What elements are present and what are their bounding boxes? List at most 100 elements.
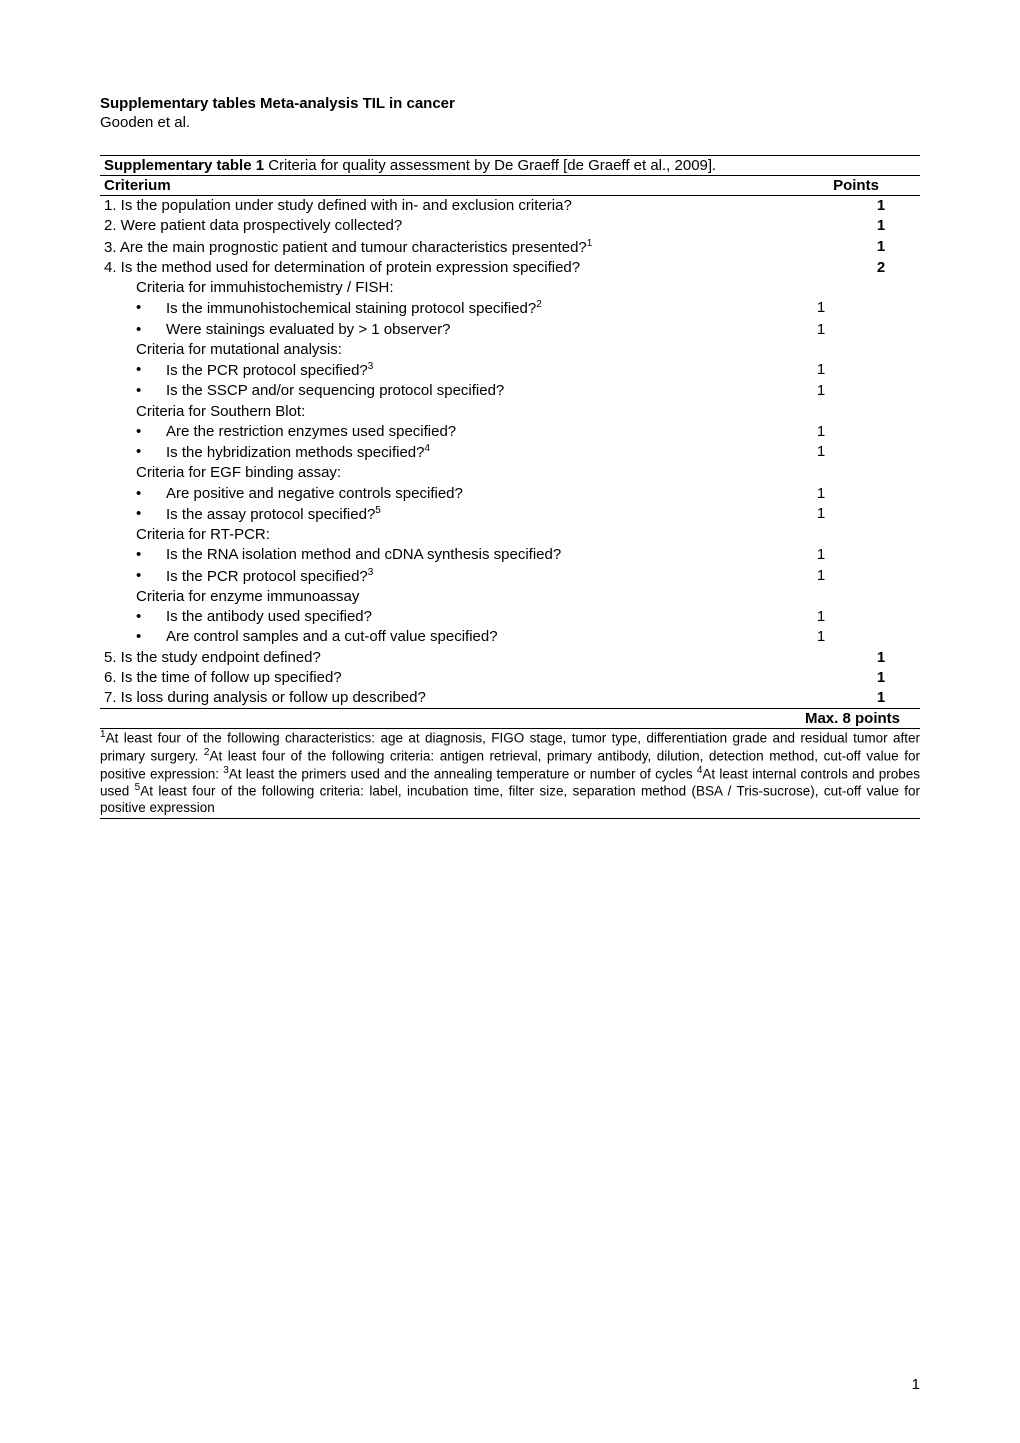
table-row: Criteria for EGF binding assay: [100,463,920,483]
row-text: •Is the SSCP and/or sequencing protocol … [104,381,796,401]
row-text: •Is the RNA isolation method and cDNA sy… [104,545,796,565]
row-superscript: 3 [368,361,374,372]
row-points: 1 [846,668,916,688]
table-row: 4. Is the method used for determination … [100,258,920,278]
table-row: •Is the RNA isolation method and cDNA sy… [100,545,920,565]
row-text: Criteria for Southern Blot: [104,402,796,422]
table-row: Criteria for Southern Blot: [100,402,920,422]
bullet-icon: • [136,360,166,380]
row-subpoint: 1 [796,545,846,565]
bullet-text: Are positive and negative controls speci… [166,484,796,504]
row-text: •Is the assay protocol specified?5 [104,504,796,525]
row-subpoint [796,340,846,360]
table-row: •Is the immunohistochemical staining pro… [100,298,920,319]
bullet-icon: • [136,422,166,442]
row-text: •Is the immunohistochemical staining pro… [104,298,796,319]
bullet-text: Is the PCR protocol specified?3 [166,566,796,587]
row-points [846,566,916,587]
bullet-text: Is the immunohistochemical staining prot… [166,298,796,319]
row-subpoint [796,402,846,422]
header-criterium: Criterium [104,177,796,194]
row-text: •Are control samples and a cut-off value… [104,627,796,647]
row-points: 1 [846,216,916,236]
row-subpoint: 1 [796,422,846,442]
row-text: •Is the antibody used specified? [104,607,796,627]
bullet-icon: • [136,566,166,586]
row-points [846,320,916,340]
header-points: Points [796,177,916,194]
bullet-text: Is the antibody used specified? [166,607,796,627]
row-subpoint [796,196,846,216]
row-points: 1 [846,688,916,708]
row-subpoint [796,237,846,258]
footnote-text-3: At least the primers used and the anneal… [229,766,697,781]
table-row: Criteria for enzyme immunoassay [100,587,920,607]
table-row: 1. Is the population under study defined… [100,196,920,216]
table-row: •Is the SSCP and/or sequencing protocol … [100,381,920,401]
supplementary-table: Supplementary table 1 Criteria for quali… [100,155,920,729]
row-text: •Is the PCR protocol specified?3 [104,566,796,587]
table-row: •Were stainings evaluated by > 1 observe… [100,320,920,340]
row-superscript: 2 [536,299,542,310]
row-superscript: 3 [368,567,374,578]
bullet-icon: • [136,320,166,340]
footnote-text-5: At least four of the following criteria:… [100,784,920,815]
row-text: 7. Is loss during analysis or follow up … [104,688,796,708]
row-superscript: 5 [375,505,381,516]
table-row: •Is the assay protocol specified?51 [100,504,920,525]
row-text: •Are positive and negative controls spec… [104,484,796,504]
bullet-icon: • [136,484,166,504]
bullet-icon: • [136,627,166,647]
row-points [846,587,916,607]
row-text: •Is the PCR protocol specified?3 [104,360,796,381]
table-row: •Is the hybridization methods specified?… [100,442,920,463]
row-points [846,442,916,463]
row-points: 1 [846,237,916,258]
row-superscript: 4 [424,443,430,454]
row-text: 3. Are the main prognostic patient and t… [104,237,796,258]
row-points [846,340,916,360]
table-max-row: Max. 8 points [100,708,920,729]
row-text: 1. Is the population under study defined… [104,196,796,216]
row-text: 2. Were patient data prospectively colle… [104,216,796,236]
row-subpoint: 1 [796,320,846,340]
row-subpoint: 1 [796,298,846,319]
row-text: Criteria for RT-PCR: [104,525,796,545]
table-row: 7. Is loss during analysis or follow up … [100,688,920,708]
bullet-icon: • [136,442,166,462]
row-subpoint: 1 [796,381,846,401]
table-row: Criteria for immuhistochemistry / FISH: [100,278,920,298]
table-row: •Are positive and negative controls spec… [100,484,920,504]
row-text: Criteria for mutational analysis: [104,340,796,360]
row-points [846,484,916,504]
row-subpoint: 1 [796,484,846,504]
row-points [846,545,916,565]
row-points [846,627,916,647]
bullet-icon: • [136,607,166,627]
table-row: •Is the PCR protocol specified?31 [100,566,920,587]
table-row: 6. Is the time of follow up specified?1 [100,668,920,688]
table-row: Criteria for RT-PCR: [100,525,920,545]
caption-rest: Criteria for quality assessment by De Gr… [264,157,716,174]
bullet-icon: • [136,298,166,318]
table-row: •Are the restriction enzymes used specif… [100,422,920,442]
table-row: •Are control samples and a cut-off value… [100,627,920,647]
bullet-text: Are control samples and a cut-off value … [166,627,796,647]
row-points: 1 [846,196,916,216]
table-caption: Supplementary table 1 Criteria for quali… [100,155,920,176]
row-text: Criteria for EGF binding assay: [104,463,796,483]
table-row: •Is the antibody used specified?1 [100,607,920,627]
bullet-icon: • [136,545,166,565]
table-header: Criterium Points [100,176,920,196]
row-points [846,298,916,319]
bullet-text: Is the SSCP and/or sequencing protocol s… [166,381,796,401]
row-subpoint [796,463,846,483]
page-number: 1 [912,1376,920,1393]
row-points [846,504,916,525]
row-text: Criteria for enzyme immunoassay [104,587,796,607]
row-subpoint [796,258,846,278]
row-text: 4. Is the method used for determination … [104,258,796,278]
document-title: Supplementary tables Meta-analysis TIL i… [100,95,920,112]
bullet-text: Is the hybridization methods specified?4 [166,442,796,463]
row-points [846,525,916,545]
